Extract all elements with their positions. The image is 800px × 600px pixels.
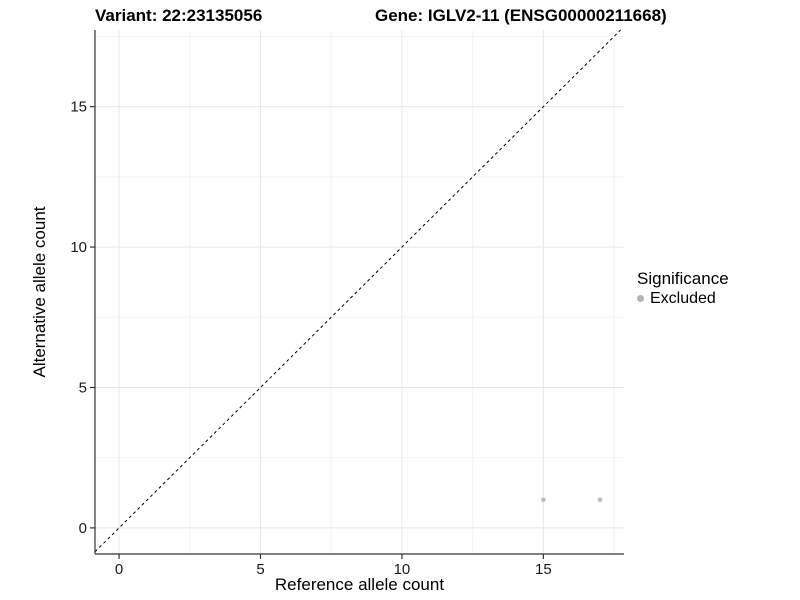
legend-item-label: Excluded: [650, 290, 716, 307]
x-tick-label: 0: [115, 561, 123, 578]
y-tick-label: 10: [70, 239, 87, 256]
data-point: [597, 497, 603, 503]
y-tick-label: 15: [70, 99, 87, 116]
y-axis-title: Alternative allele count: [30, 206, 49, 378]
legend-title: Significance: [637, 269, 729, 288]
y-tick-label: 0: [79, 520, 87, 537]
x-axis-title: Reference allele count: [274, 575, 445, 594]
excluded-point-icon: [637, 295, 644, 302]
data-point: [541, 497, 546, 503]
plot-title-variant: Variant: 22:23135056: [95, 6, 263, 25]
x-tick-label: 10: [394, 561, 411, 578]
identity-reference-line: [94, 29, 621, 553]
x-tick-label: 5: [256, 561, 264, 578]
y-tick-label: 5: [79, 379, 87, 396]
legend: Significance Excluded: [637, 269, 729, 308]
x-tick-label: 15: [535, 561, 552, 578]
legend-item-excluded: Excluded: [637, 289, 729, 308]
plot-title-gene: Gene: IGLV2-11 (ENSG00000211668): [375, 6, 667, 25]
